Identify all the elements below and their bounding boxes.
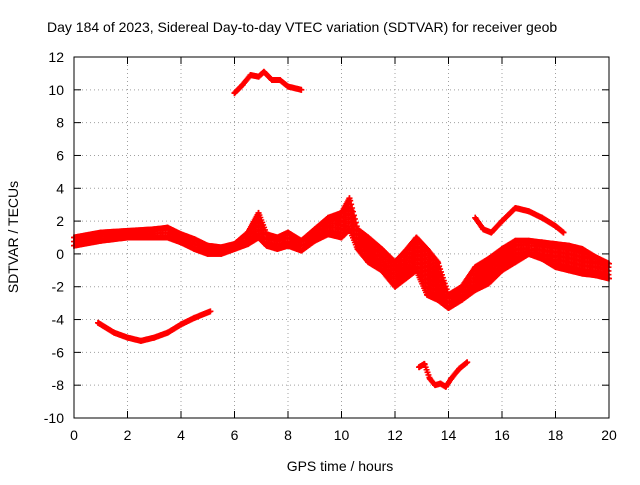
data-point: [435, 264, 442, 271]
x-tick-label: 12: [387, 427, 403, 443]
y-tick-label: -8: [52, 377, 65, 393]
y-tick-label: 0: [56, 246, 64, 262]
data-point: [441, 284, 448, 291]
data-point: [258, 222, 265, 229]
y-tick-label: 8: [56, 115, 64, 131]
series-segment-late-arc: [472, 204, 567, 236]
data-point: [255, 213, 262, 220]
series-main-band-fill: [71, 201, 612, 307]
data-point: [261, 231, 268, 238]
y-tick-label: 6: [56, 147, 64, 163]
data-point: [440, 279, 447, 286]
data-point: [206, 308, 213, 315]
data-point: [605, 264, 612, 271]
chart-title: Day 184 of 2023, Sidereal Day-to-day VTE…: [47, 19, 557, 35]
data-point: [463, 359, 470, 366]
x-tick-label: 20: [601, 427, 617, 443]
y-tick-label: 4: [56, 180, 64, 196]
x-tick-label: 4: [177, 427, 185, 443]
data-point: [297, 86, 304, 93]
y-tick-label: 2: [56, 213, 64, 229]
data-point: [353, 226, 360, 233]
series-segment-deep-dip: [416, 359, 471, 390]
data-layer: [71, 68, 612, 390]
x-axis-label: GPS time / hours: [287, 458, 394, 474]
plot-frame: [73, 56, 610, 419]
x-tick-label: 6: [231, 427, 239, 443]
y-tick-label: -4: [52, 312, 65, 328]
y-tick-label: -2: [52, 279, 65, 295]
y-tick-label: 10: [48, 82, 64, 98]
data-point: [348, 207, 355, 214]
data-point: [347, 201, 354, 208]
series-segment-high-arc: [231, 68, 305, 97]
x-tick-label: 18: [548, 427, 564, 443]
series-segment-low-arc: [95, 308, 214, 344]
x-tick-label: 2: [124, 427, 132, 443]
y-tick-label: -6: [52, 344, 65, 360]
x-tick-label: 10: [334, 427, 350, 443]
data-point: [350, 213, 357, 220]
y-axis-label: SDTVAR / TECUs: [5, 181, 21, 293]
x-tick-label: 0: [70, 427, 78, 443]
y-tick-label: -10: [44, 410, 64, 426]
y-tick-label: 12: [48, 49, 64, 65]
x-tick-label: 14: [441, 427, 457, 443]
data-point: [560, 229, 567, 236]
x-tick-label: 8: [284, 427, 292, 443]
x-tick-label: 16: [494, 427, 510, 443]
data-point: [351, 219, 358, 226]
data-point: [260, 226, 267, 233]
axis-layer: 0 2 4 6 8 10 12 14 16 18 20 -10 -8 -6 -4 -2 0 2 4 6 8 10 12: [44, 49, 617, 443]
data-point: [220, 246, 227, 253]
data-point: [436, 269, 443, 276]
data-point: [443, 289, 450, 296]
data-point: [438, 274, 445, 281]
data-point: [257, 218, 264, 225]
series-main-band-upper: [71, 195, 612, 298]
